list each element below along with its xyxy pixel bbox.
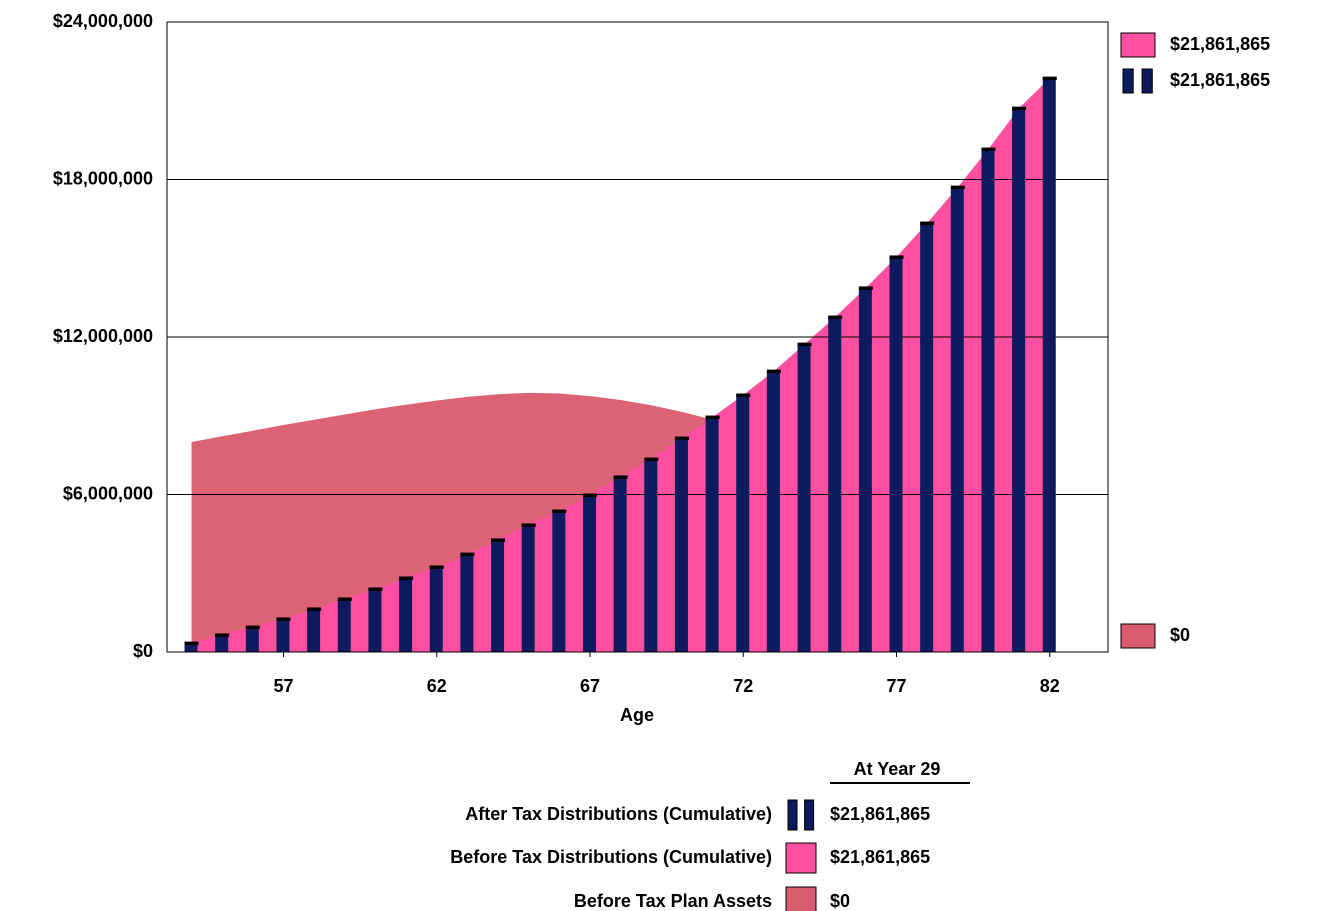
legend-value: $21,861,865 (830, 847, 930, 867)
bar-cap (766, 369, 781, 374)
bar (828, 317, 842, 652)
bar (766, 371, 780, 652)
y-tick-label: $24,000,000 (53, 11, 153, 31)
bar-cap (736, 393, 751, 398)
legend-swatch (1122, 68, 1134, 94)
legend-swatch (1141, 68, 1153, 94)
bar (736, 395, 750, 652)
legend-value: $0 (1170, 625, 1190, 645)
bar-cap (950, 185, 965, 190)
bar-cap (644, 457, 659, 462)
bar-cap (552, 509, 567, 514)
bar-cap (521, 523, 536, 527)
bar-cap (460, 552, 475, 557)
y-tick-label: $6,000,000 (63, 483, 153, 503)
bar-cap (920, 221, 935, 226)
bar (613, 476, 627, 652)
x-tick-label: 72 (733, 676, 753, 696)
bar-cap (368, 587, 383, 591)
legend-label: Before Tax Distributions (Cumulative) (450, 847, 772, 867)
bar (705, 417, 719, 652)
bar-cap (797, 342, 812, 347)
bar-cap (184, 641, 199, 646)
bar (307, 608, 321, 652)
bar-cap (858, 286, 873, 290)
bar-cap (828, 315, 843, 320)
bar (552, 511, 566, 652)
legend-value: $21,861,865 (1170, 70, 1270, 90)
bar-cap (981, 147, 996, 152)
x-tick-label: 67 (580, 676, 600, 696)
legend-swatch (787, 799, 798, 831)
bar-cap (582, 493, 597, 498)
legend-label: Before Tax Plan Assets (574, 891, 772, 911)
y-tick-label: $12,000,000 (53, 326, 153, 346)
bar-cap (276, 617, 291, 621)
x-tick-label: 57 (273, 676, 293, 696)
bar-cap (337, 597, 352, 601)
legend-label: After Tax Distributions (Cumulative) (465, 804, 772, 824)
bar (215, 634, 229, 652)
legend-title: At Year 29 (854, 759, 941, 779)
bar-cap (399, 576, 414, 580)
bar (399, 577, 413, 652)
bar-cap (429, 565, 444, 569)
bar (1042, 78, 1056, 653)
bar (245, 627, 259, 652)
bar (491, 539, 505, 652)
plot-border (166, 21, 1109, 653)
x-tick-label: 62 (427, 676, 447, 696)
x-axis-label: Age (620, 705, 654, 725)
bar-cap (705, 415, 720, 420)
legend-swatch (804, 799, 815, 831)
bar (337, 598, 351, 652)
bar (950, 187, 964, 653)
bar-cap (215, 633, 230, 637)
bar (797, 344, 811, 652)
bar-cap (1012, 106, 1027, 111)
bar (889, 256, 903, 652)
bar (184, 643, 198, 652)
legend-swatch (785, 842, 817, 874)
bar (521, 524, 535, 652)
legend-swatch (1120, 623, 1156, 649)
bar (582, 495, 596, 652)
bar-cap (307, 607, 322, 611)
bar-cap (491, 538, 506, 542)
legend-swatch (1120, 32, 1156, 58)
bar-cap (613, 475, 628, 479)
bar (858, 287, 872, 652)
bar-cap (889, 255, 904, 259)
bar (460, 554, 474, 652)
bar-cap (674, 436, 689, 441)
bar (1012, 108, 1026, 653)
bar (276, 618, 290, 652)
legend-value: $21,861,865 (1170, 34, 1270, 54)
legend-swatch (785, 886, 817, 911)
x-tick-label: 82 (1040, 676, 1060, 696)
bar-cap (1042, 76, 1057, 81)
y-tick-label: $0 (133, 641, 153, 661)
y-tick-label: $18,000,000 (53, 168, 153, 188)
legend-value: $21,861,865 (830, 804, 930, 824)
bar-cap (245, 625, 260, 630)
bar (981, 149, 995, 653)
x-tick-label: 77 (886, 676, 906, 696)
bar (644, 459, 658, 652)
legend-value: $0 (830, 891, 850, 911)
bar (920, 223, 934, 652)
bar (429, 566, 443, 652)
bar (368, 589, 382, 652)
bar (674, 438, 688, 652)
